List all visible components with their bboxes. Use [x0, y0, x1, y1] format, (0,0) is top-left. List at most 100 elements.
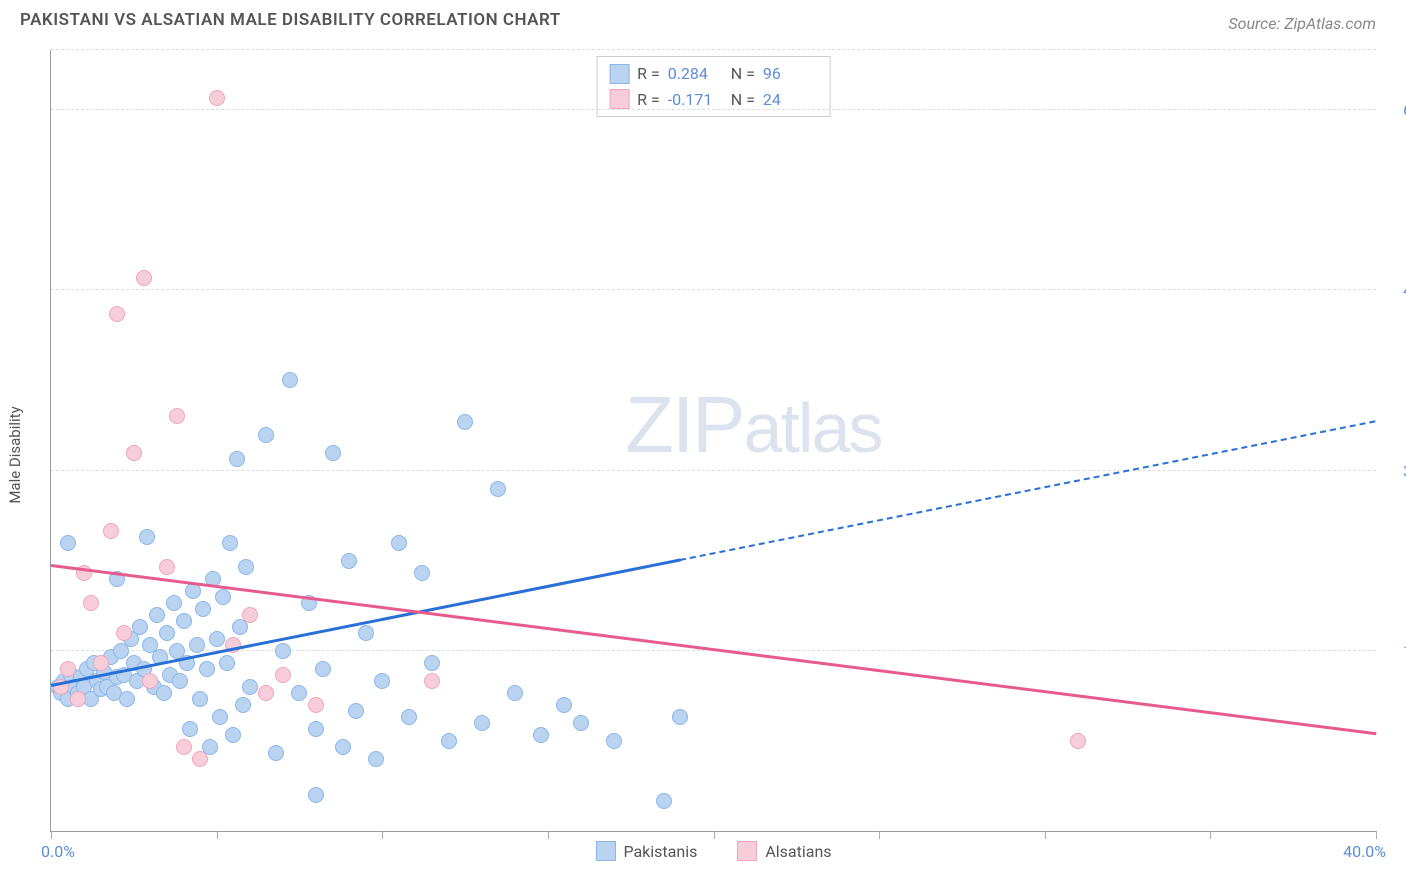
point-pakistanis	[507, 685, 523, 701]
point-alsatians	[1070, 733, 1086, 749]
point-pakistanis	[606, 733, 622, 749]
point-alsatians	[209, 90, 225, 106]
point-alsatians	[116, 625, 132, 641]
point-alsatians	[176, 739, 192, 755]
point-pakistanis	[424, 655, 440, 671]
y-tick-label: 15.0%	[1386, 641, 1406, 660]
point-pakistanis	[573, 715, 589, 731]
point-pakistanis	[242, 679, 258, 695]
legend-label: Pakistanis	[623, 842, 697, 861]
x-tick	[382, 831, 383, 839]
point-pakistanis	[189, 637, 205, 653]
point-alsatians	[242, 607, 258, 623]
point-pakistanis	[441, 733, 457, 749]
point-pakistanis	[225, 727, 241, 743]
point-pakistanis	[222, 535, 238, 551]
point-pakistanis	[182, 721, 198, 737]
x-tick	[879, 831, 880, 839]
point-pakistanis	[219, 655, 235, 671]
scatter-chart: ZIPatlas R =0.284 N =96 R =-0.171 N =24 …	[50, 50, 1376, 832]
point-alsatians	[103, 523, 119, 539]
point-pakistanis	[656, 793, 672, 809]
y-tick-label: 30.0%	[1386, 461, 1406, 480]
gridline-h	[51, 49, 1376, 50]
x-tick	[1210, 831, 1211, 839]
point-pakistanis	[176, 613, 192, 629]
point-alsatians	[93, 655, 109, 671]
x-origin-label: 0.0%	[41, 842, 75, 861]
trend-line-pakistanis-dash	[680, 421, 1376, 562]
point-alsatians	[258, 685, 274, 701]
point-alsatians	[159, 559, 175, 575]
x-tick	[1376, 831, 1377, 839]
point-alsatians	[169, 408, 185, 424]
point-alsatians	[109, 306, 125, 322]
x-tick	[217, 831, 218, 839]
point-pakistanis	[374, 673, 390, 689]
point-pakistanis	[268, 745, 284, 761]
x-tick	[1045, 831, 1046, 839]
legend-item-pakistanis: Pakistanis	[595, 841, 697, 861]
point-pakistanis	[139, 529, 155, 545]
chart-title: PAKISTANI VS ALSATIAN MALE DISABILITY CO…	[20, 10, 1386, 30]
gridline-h	[51, 109, 1376, 110]
point-pakistanis	[291, 685, 307, 701]
source-attribution: Source: ZipAtlas.com	[1228, 14, 1376, 33]
point-alsatians	[142, 673, 158, 689]
point-alsatians	[308, 697, 324, 713]
point-pakistanis	[149, 607, 165, 623]
gridline-h	[51, 289, 1376, 290]
point-pakistanis	[457, 414, 473, 430]
point-pakistanis	[315, 661, 331, 677]
swatch-blue	[609, 64, 629, 84]
point-pakistanis	[60, 535, 76, 551]
y-tick-label: 45.0%	[1386, 281, 1406, 300]
point-pakistanis	[325, 445, 341, 461]
x-max-label: 40.0%	[1343, 842, 1386, 861]
swatch-pink-icon	[737, 841, 757, 861]
point-alsatians	[275, 667, 291, 683]
gridline-h	[51, 470, 1376, 471]
point-pakistanis	[238, 559, 254, 575]
point-pakistanis	[533, 727, 549, 743]
point-pakistanis	[335, 739, 351, 755]
point-pakistanis	[474, 715, 490, 731]
point-pakistanis	[235, 697, 251, 713]
point-alsatians	[60, 661, 76, 677]
legend-label: Alsatians	[765, 842, 831, 861]
point-pakistanis	[308, 787, 324, 803]
point-pakistanis	[414, 565, 430, 581]
x-tick	[714, 831, 715, 839]
point-pakistanis	[258, 427, 274, 443]
point-pakistanis	[341, 553, 357, 569]
point-pakistanis	[275, 643, 291, 659]
point-pakistanis	[199, 661, 215, 677]
point-pakistanis	[209, 631, 225, 647]
x-tick	[51, 831, 52, 839]
point-alsatians	[83, 595, 99, 611]
legend-item-alsatians: Alsatians	[737, 841, 831, 861]
point-pakistanis	[166, 595, 182, 611]
point-pakistanis	[391, 535, 407, 551]
point-pakistanis	[132, 619, 148, 635]
y-axis-label: Male Disability	[6, 406, 24, 503]
point-pakistanis	[195, 601, 211, 617]
point-pakistanis	[156, 685, 172, 701]
series-legend: Pakistanis Alsatians	[595, 841, 831, 861]
point-pakistanis	[229, 451, 245, 467]
x-tick	[548, 831, 549, 839]
point-pakistanis	[119, 691, 135, 707]
point-pakistanis	[192, 691, 208, 707]
point-pakistanis	[368, 751, 384, 767]
point-pakistanis	[215, 589, 231, 605]
point-pakistanis	[348, 703, 364, 719]
point-pakistanis	[401, 709, 417, 725]
point-pakistanis	[172, 673, 188, 689]
point-alsatians	[424, 673, 440, 689]
stats-row-pakistanis: R =0.284 N =96	[609, 61, 818, 87]
point-alsatians	[70, 691, 86, 707]
swatch-pink	[609, 89, 629, 109]
point-alsatians	[126, 445, 142, 461]
point-pakistanis	[282, 372, 298, 388]
y-tick-label: 60.0%	[1386, 101, 1406, 120]
